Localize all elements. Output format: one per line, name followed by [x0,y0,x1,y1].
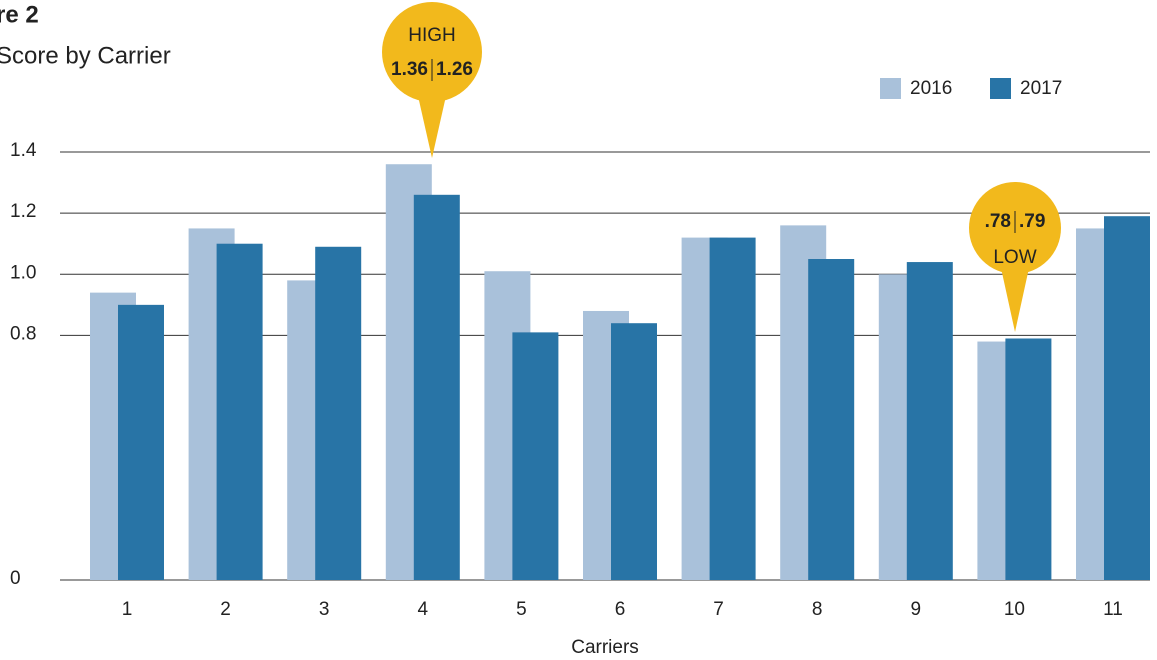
bar [808,259,855,580]
x-tick-label: 1 [122,599,133,620]
x-tick-label: 3 [319,599,330,620]
legend-swatch [990,78,1011,99]
bar [906,262,953,580]
x-tick-label: 11 [1103,599,1123,620]
bar [512,332,559,580]
x-tick-label: 6 [615,599,626,620]
y-tick-label: 1.4 [10,140,37,161]
legend-swatch [880,78,901,99]
callout-bubble [1001,268,1029,332]
callout-bubble [382,2,482,102]
y-tick-label: 1.0 [10,262,36,283]
x-tick-label: 5 [516,599,527,620]
callout-title: LOW [993,247,1036,268]
y-tick-label: 0.8 [10,323,36,344]
x-tick-label: 4 [418,599,429,620]
x-axis-label: Carriers [571,637,639,658]
x-tick-label: 10 [1004,599,1025,620]
chart-subtitle: Score by Carrier [0,42,171,69]
legend-label: 2017 [1020,78,1062,99]
bar [118,304,164,580]
callout-bubble [418,96,446,158]
x-tick-label: 7 [713,599,724,620]
callout-value: 1.26 [436,59,473,80]
legend-label: 2016 [910,78,952,99]
bar [1104,216,1150,580]
bar [1005,338,1052,580]
callout-value: 1.36 [391,59,428,80]
callout-title: HIGH [408,25,456,46]
bar [709,237,756,580]
x-tick-label: 2 [220,599,231,620]
y-tick-label: 1.2 [10,201,36,222]
callout-value: .78 [985,211,1011,232]
bar [611,323,657,580]
callout-value: .79 [1019,211,1045,232]
x-tick-label: 8 [812,599,823,620]
bar [315,246,362,580]
x-tick-label: 9 [911,599,922,620]
y-tick-label: 0 [10,568,21,589]
bar [413,194,460,581]
chart-title: re 2 [0,1,39,28]
bar [216,243,263,580]
